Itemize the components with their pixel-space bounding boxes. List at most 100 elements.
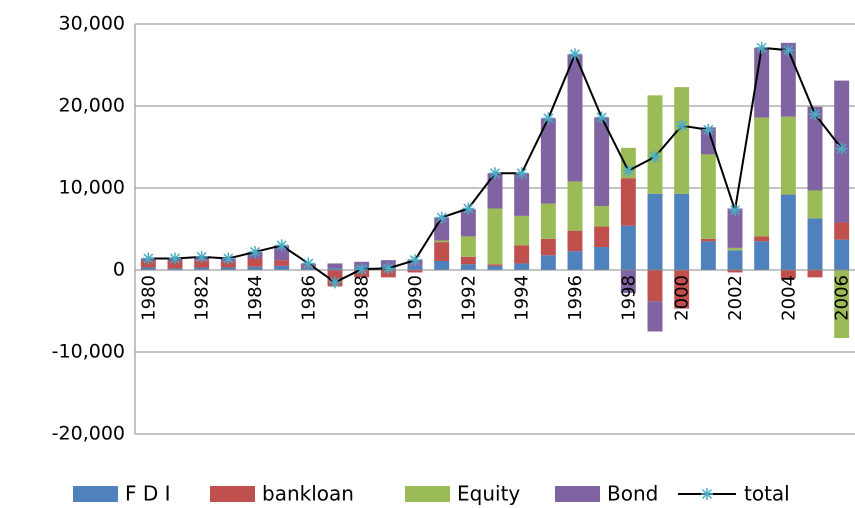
marker-stroke (783, 45, 794, 56)
bar-segment (594, 226, 610, 248)
marker-stroke (409, 255, 421, 266)
bar-segment (834, 222, 850, 240)
bar-segment (434, 260, 450, 270)
bar-segment (620, 225, 636, 270)
marker-stroke (836, 143, 847, 154)
bar-segment (647, 301, 663, 332)
bar-segment (620, 178, 636, 226)
legend-swatch (405, 486, 450, 502)
line-marker (275, 239, 288, 252)
bar-segment (700, 154, 716, 239)
line-marker (222, 252, 235, 265)
line-marker (382, 262, 395, 275)
legend-marker (701, 488, 713, 500)
bar-segment (540, 255, 556, 270)
bar-segment (407, 270, 423, 273)
y-tick-label: -20,000 (52, 423, 125, 445)
bar-segment (780, 194, 796, 270)
line-marker (835, 142, 848, 155)
bar-segment (834, 270, 850, 339)
bar-segment (700, 241, 716, 270)
bar-segment (594, 206, 610, 227)
bar-segment (460, 236, 476, 257)
bar-segment (167, 260, 183, 269)
y-tick-label: 10,000 (59, 177, 125, 199)
line-marker (329, 276, 341, 289)
y-tick-label: 20,000 (59, 95, 125, 117)
line-marker (515, 167, 528, 180)
marker-stroke (463, 203, 474, 214)
bar-segment (727, 247, 743, 251)
marker-stroke (756, 42, 767, 53)
bar-segment (567, 181, 583, 231)
marker-stroke (276, 240, 287, 251)
bar-segment (514, 263, 530, 270)
line-marker (142, 252, 155, 265)
bar-segment (487, 208, 503, 265)
x-tick-label: 1994 (512, 275, 533, 321)
marker-stroke (223, 253, 234, 264)
bar-segment (194, 267, 210, 270)
line-marker (195, 250, 208, 263)
line-marker (782, 44, 795, 57)
bar-segment (220, 261, 236, 268)
x-tick-label: 1990 (405, 275, 426, 321)
x-tick-label: 2004 (778, 275, 799, 321)
bar-segment (247, 266, 263, 270)
bar-segment (807, 190, 823, 219)
line-marker (569, 48, 581, 61)
legend-swatch (210, 486, 255, 502)
line-marker (249, 245, 261, 258)
bar-segment (567, 251, 583, 270)
bar-segment (274, 265, 290, 270)
bar-segment (434, 240, 450, 243)
x-tick-label: 1992 (458, 275, 479, 321)
bar-segment (754, 236, 770, 242)
marker-stroke (489, 168, 501, 179)
bar-segment (754, 241, 770, 270)
marker-stroke (809, 109, 821, 120)
bar-segment (434, 242, 450, 261)
line-marker (489, 167, 501, 180)
line-marker (355, 263, 368, 276)
bar-segment (754, 117, 770, 237)
marker-stroke (569, 49, 581, 60)
legend-label: Equity (457, 482, 520, 506)
bar-segment (327, 263, 343, 269)
x-tick-label: 1998 (618, 275, 639, 321)
bar-segment (567, 54, 583, 182)
bar-segment (807, 218, 823, 270)
x-tick-label: 1984 (245, 275, 266, 321)
bar-segment (540, 238, 556, 256)
bar-segment (514, 245, 530, 264)
bar-segment (567, 230, 583, 252)
bar-segment (514, 215, 530, 246)
bar-segment (647, 95, 663, 194)
line-marker (702, 123, 715, 136)
line-marker (462, 202, 475, 215)
x-tick-label: 1988 (352, 275, 373, 321)
marker-stroke (143, 253, 154, 264)
line-marker (169, 252, 181, 265)
bar-segment (594, 117, 610, 207)
bar-segment (194, 260, 210, 268)
line-marker (649, 150, 661, 163)
marker-stroke (516, 168, 527, 179)
bar-segment (674, 270, 690, 309)
x-tick-label: 2006 (832, 275, 853, 321)
bar-segment (140, 267, 156, 270)
bar-segment (834, 239, 850, 270)
legend-label: bankloan (262, 482, 354, 506)
bar-segment (327, 268, 343, 270)
y-tick-label: 0 (113, 259, 125, 281)
x-tick-label: 2002 (725, 275, 746, 321)
x-tick-label: 1986 (298, 275, 319, 321)
line-marker (755, 41, 768, 54)
bar-segment (274, 260, 290, 266)
legend-swatch (555, 486, 600, 502)
bar-segment (674, 193, 690, 270)
bar-segment (620, 270, 636, 293)
bar-segment (460, 264, 476, 270)
line-marker (595, 111, 608, 124)
marker-stroke (303, 258, 314, 269)
